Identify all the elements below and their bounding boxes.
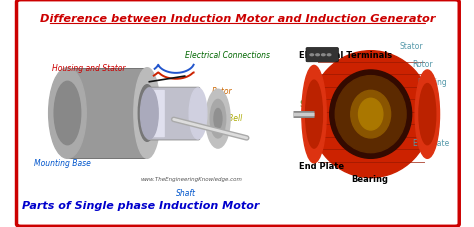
Ellipse shape [335,76,406,153]
Ellipse shape [138,85,156,142]
Circle shape [316,55,319,57]
Text: Parts of Single phase Induction Motor: Parts of Single phase Induction Motor [22,201,259,210]
Ellipse shape [54,82,81,145]
Ellipse shape [306,81,322,148]
Ellipse shape [210,100,226,138]
Polygon shape [67,68,147,159]
FancyBboxPatch shape [306,48,338,62]
Ellipse shape [419,84,436,145]
Text: Electrical Connections: Electrical Connections [185,50,270,59]
Text: www.TheEngineeringKnowledge.com: www.TheEngineeringKnowledge.com [140,176,242,181]
Text: Housing and Stator: Housing and Stator [52,64,126,73]
Text: Electrical Terminals: Electrical Terminals [299,50,392,59]
Circle shape [321,55,325,57]
FancyBboxPatch shape [147,88,200,140]
Text: End Bell: End Bell [211,114,243,123]
Text: Rotor: Rotor [413,59,433,68]
Text: Mounting Base: Mounting Base [34,159,91,168]
Ellipse shape [134,68,160,159]
Ellipse shape [302,66,326,163]
Text: Shaft: Shaft [176,188,196,197]
Ellipse shape [310,52,431,178]
Circle shape [310,55,314,57]
Ellipse shape [49,68,86,159]
Circle shape [328,55,331,57]
FancyBboxPatch shape [151,91,165,138]
Ellipse shape [206,90,230,148]
Ellipse shape [351,91,391,138]
Text: Bearing: Bearing [417,77,447,86]
Text: Difference between Induction Motor and Induction Generator: Difference between Induction Motor and I… [40,14,436,24]
FancyBboxPatch shape [17,1,459,226]
Ellipse shape [214,109,222,129]
Ellipse shape [358,99,383,131]
Text: Stator: Stator [400,41,423,50]
Ellipse shape [140,89,158,139]
Text: Shaft: Shaft [299,100,325,109]
Ellipse shape [189,89,207,139]
Text: Bearing: Bearing [351,174,388,183]
Ellipse shape [415,71,439,159]
Text: Rotor: Rotor [211,86,232,95]
Text: End Plate: End Plate [413,138,449,147]
Ellipse shape [330,71,411,159]
Text: End Plate: End Plate [299,161,344,170]
